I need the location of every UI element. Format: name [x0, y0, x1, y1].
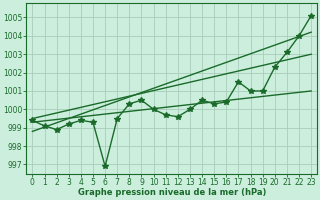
X-axis label: Graphe pression niveau de la mer (hPa): Graphe pression niveau de la mer (hPa)	[77, 188, 266, 197]
